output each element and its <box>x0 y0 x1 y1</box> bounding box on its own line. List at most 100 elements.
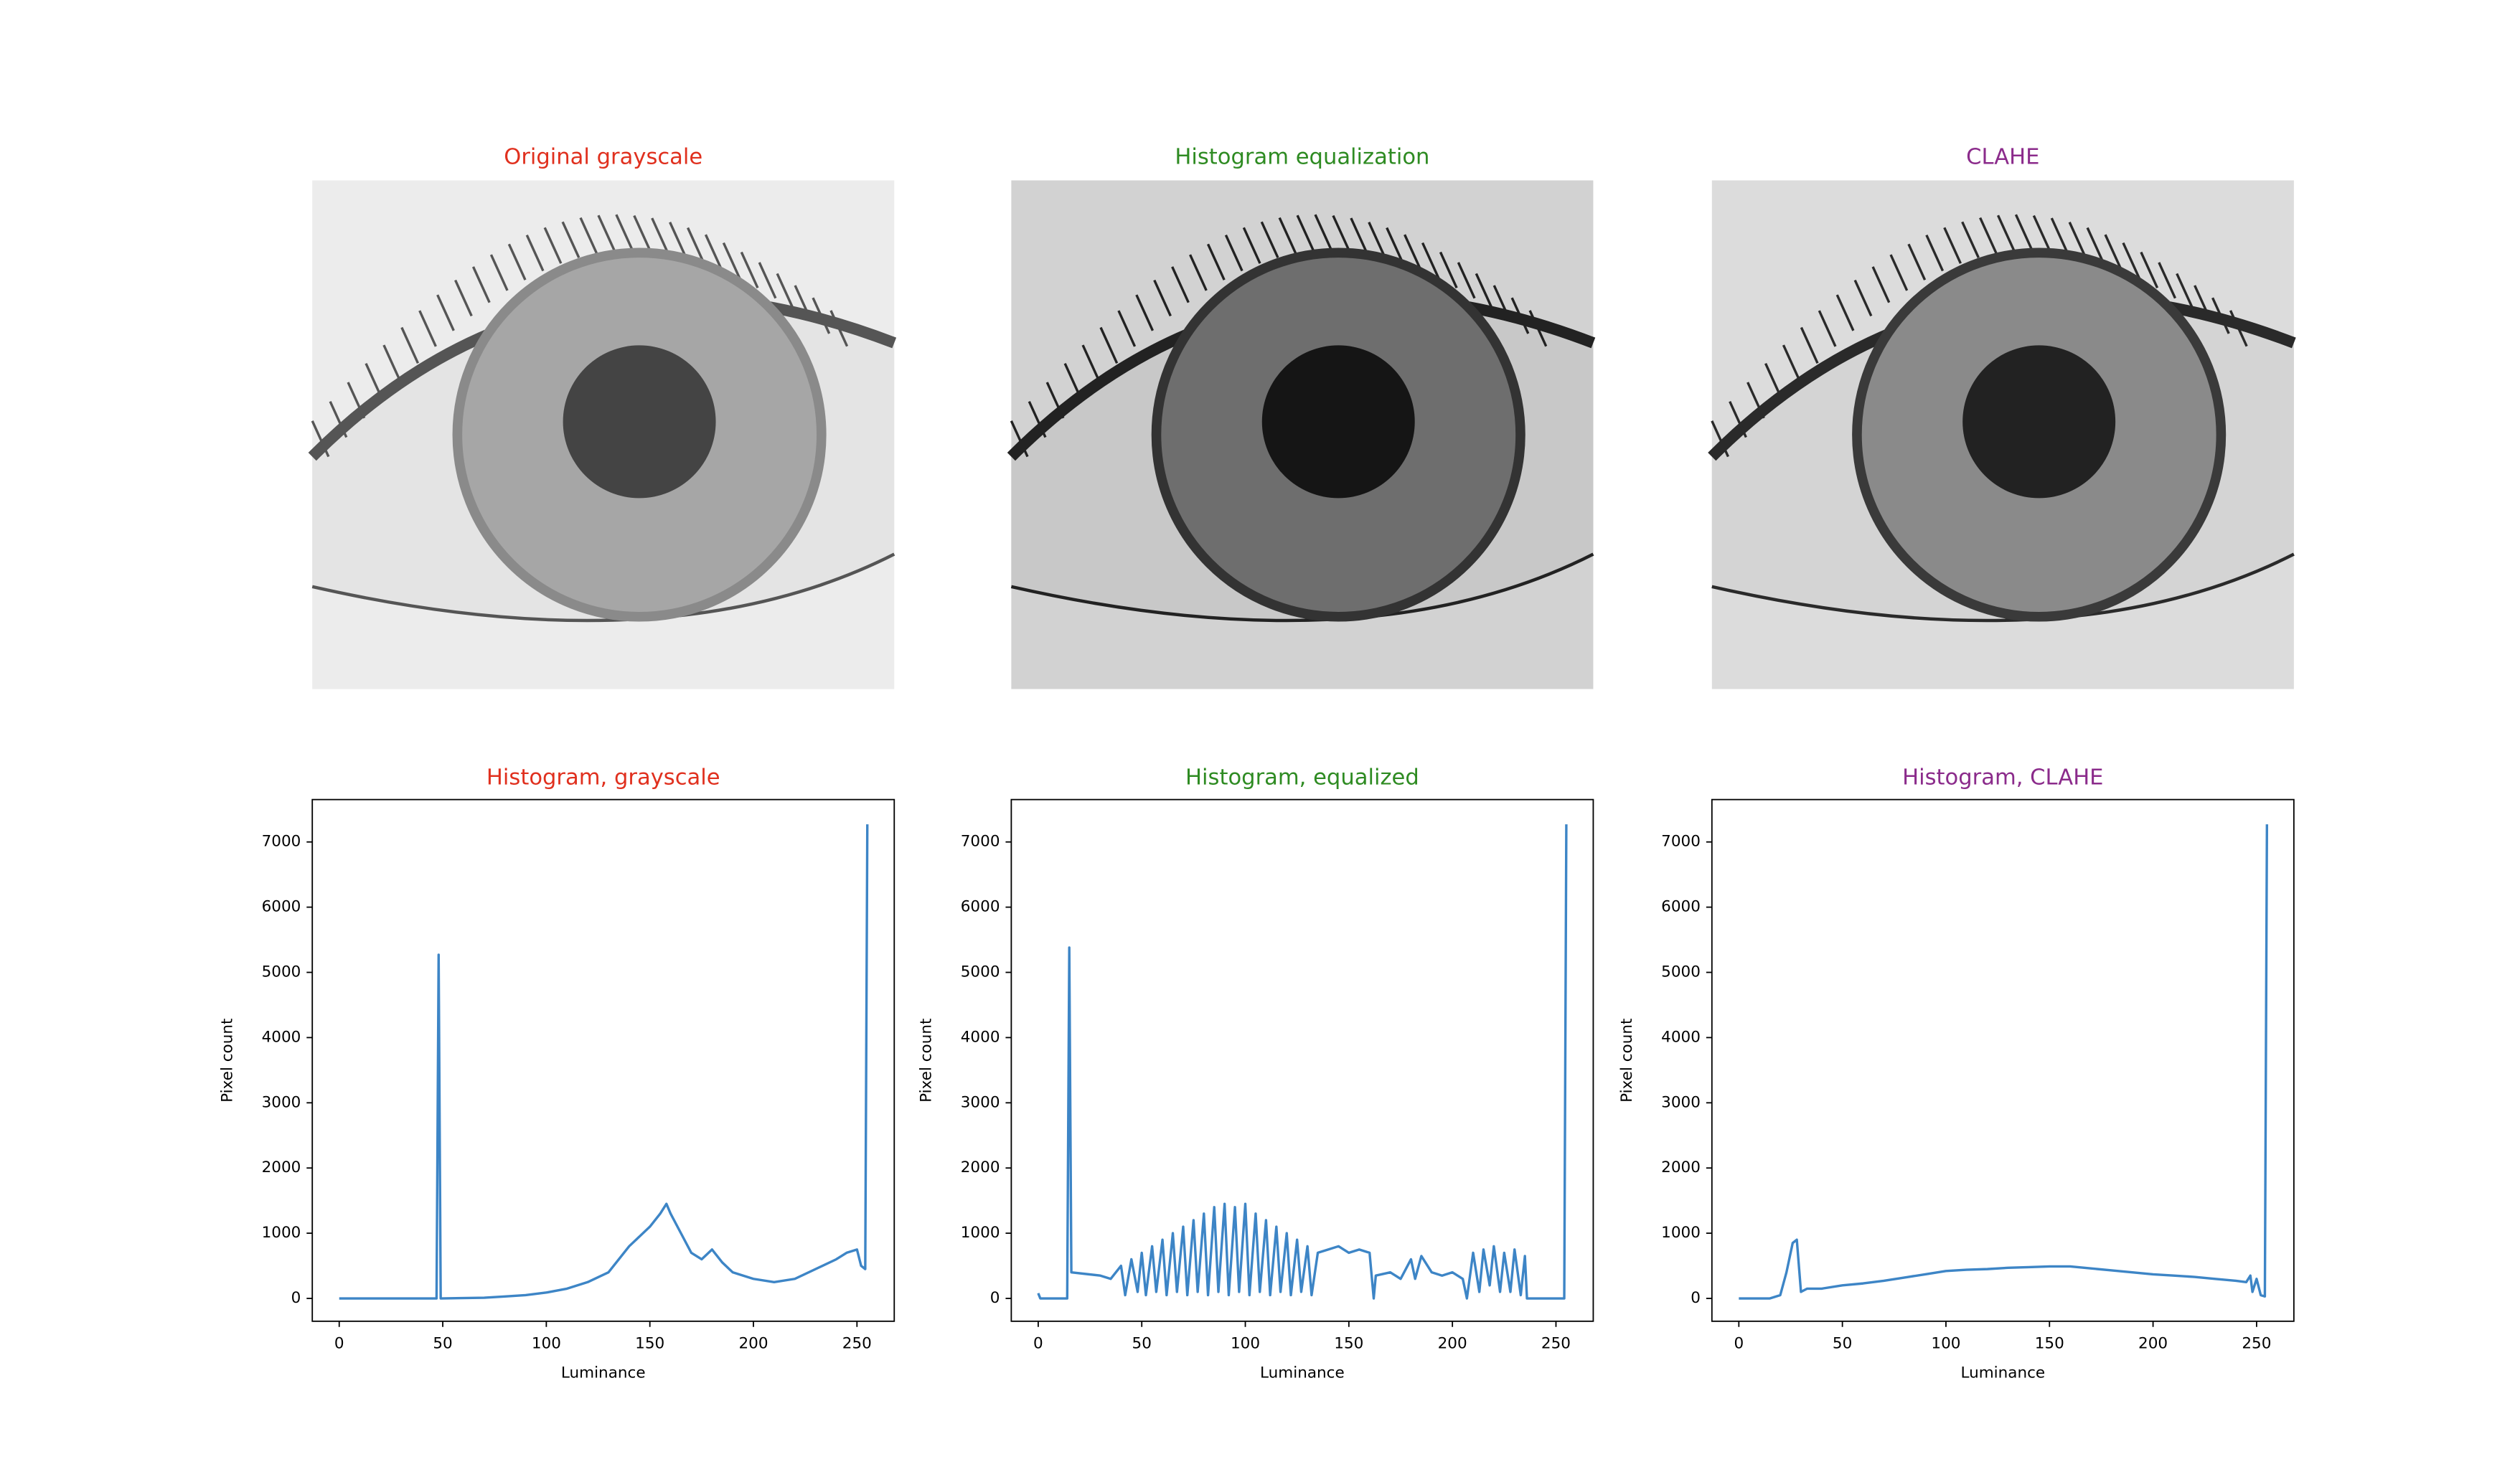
eyelash <box>597 214 616 252</box>
eyelash <box>525 234 545 272</box>
y-tick-label: 7000 <box>1661 833 1701 851</box>
chart-title: Histogram, equalized <box>1185 765 1419 791</box>
x-tick-label: 100 <box>1931 1335 1960 1353</box>
eyelash <box>704 234 723 271</box>
eyelash <box>579 217 598 255</box>
eyelash <box>2176 273 2194 310</box>
eyelash <box>1278 217 1297 255</box>
eyelash <box>1510 297 1530 334</box>
eyelash <box>633 214 652 253</box>
eyelash <box>1871 266 1891 303</box>
x-tick-label: 0 <box>1734 1335 1744 1353</box>
y-tick-label: 2000 <box>262 1159 301 1176</box>
eyelash <box>400 326 420 364</box>
eye-image <box>308 180 897 689</box>
eyelash <box>1350 217 1369 255</box>
y-tick-label: 1000 <box>1661 1224 1701 1242</box>
x-axis-label: Luminance <box>1960 1364 2045 1382</box>
eyelash <box>615 214 634 251</box>
y-tick-label: 4000 <box>1661 1028 1701 1046</box>
eyelash <box>1063 362 1083 400</box>
x-tick-label: 150 <box>635 1335 664 1353</box>
x-tick-label: 250 <box>2242 1335 2271 1353</box>
y-tick-label: 4000 <box>262 1028 301 1046</box>
y-tick-label: 0 <box>990 1289 1000 1307</box>
y-axis-label: Pixel count <box>218 1019 236 1103</box>
y-tick-label: 7000 <box>262 833 301 851</box>
pupil <box>1962 345 2116 499</box>
eyelash <box>776 273 795 310</box>
eyelash <box>1492 285 1512 322</box>
y-tick-label: 5000 <box>1661 963 1701 981</box>
eyelash <box>365 362 384 400</box>
x-tick-label: 0 <box>334 1335 344 1353</box>
eyelash <box>1296 214 1315 252</box>
x-tick-label: 250 <box>1541 1335 1571 1353</box>
eyelash <box>2211 297 2230 334</box>
eyelash <box>1746 382 1765 419</box>
eyelash <box>1979 217 1998 255</box>
eyelash <box>543 227 563 264</box>
eyelash <box>2140 251 2159 289</box>
x-tick-label: 100 <box>1231 1335 1260 1353</box>
axes-frame <box>1711 798 2295 1322</box>
eyelash <box>1368 222 1386 259</box>
eyelash <box>1782 344 1801 382</box>
eyelash <box>722 242 741 280</box>
eyelash <box>471 266 491 303</box>
eyelash <box>1010 420 1029 458</box>
eyelash <box>669 222 687 259</box>
eyelash <box>1045 382 1065 419</box>
eyelash <box>1117 310 1137 347</box>
y-tick-label: 0 <box>1691 1289 1701 1307</box>
eyelash <box>651 217 669 255</box>
image-title: Histogram equalization <box>1175 144 1429 169</box>
y-tick-label: 4000 <box>961 1028 1000 1046</box>
eyelash <box>740 251 759 289</box>
eyelash <box>758 262 777 299</box>
eye-image <box>1708 180 2296 689</box>
eyelash <box>1925 234 1945 272</box>
eyelash <box>1764 362 1783 400</box>
x-tick-label: 200 <box>1438 1335 1467 1353</box>
eyelash <box>2068 222 2087 259</box>
eyelash <box>1386 227 1404 265</box>
eyelash <box>1028 401 1047 438</box>
axes-frame <box>311 798 895 1322</box>
eyelash <box>2014 214 2034 251</box>
eyelash <box>1153 279 1172 317</box>
eyelash <box>1439 251 1458 289</box>
eyelash <box>1853 279 1873 317</box>
eyelash <box>454 279 473 317</box>
y-axis-label: Pixel count <box>1618 1019 1636 1103</box>
eyelash <box>2158 262 2177 299</box>
eyelash <box>507 243 527 280</box>
y-tick-label: 6000 <box>262 898 301 916</box>
eyelash <box>1907 243 1927 280</box>
y-tick-label: 1000 <box>961 1224 1000 1242</box>
eyelash <box>1314 214 1333 251</box>
x-tick-label: 150 <box>2035 1335 2064 1353</box>
eyelash <box>1457 262 1476 299</box>
x-tick-label: 200 <box>738 1335 768 1353</box>
x-tick-label: 150 <box>1334 1335 1363 1353</box>
eyelash <box>1421 242 1440 280</box>
image-title: Original grayscale <box>504 144 702 169</box>
x-axis-label: Luminance <box>561 1364 646 1382</box>
eyelash <box>1081 344 1101 382</box>
eyelash <box>2122 242 2141 280</box>
eyelash <box>1224 234 1243 272</box>
histogram-line <box>339 824 869 1300</box>
y-tick-label: 6000 <box>1661 898 1701 916</box>
chart-title: Histogram, CLAHE <box>1902 765 2103 791</box>
pupil <box>1261 345 1415 499</box>
y-tick-label: 7000 <box>961 833 1000 851</box>
x-tick-label: 100 <box>532 1335 561 1353</box>
eyelash <box>347 382 366 419</box>
axes-frame <box>1010 798 1594 1322</box>
y-tick-label: 5000 <box>961 963 1000 981</box>
eye-image <box>1007 180 1596 689</box>
eyelash <box>561 221 580 258</box>
eyelash <box>2229 310 2248 347</box>
